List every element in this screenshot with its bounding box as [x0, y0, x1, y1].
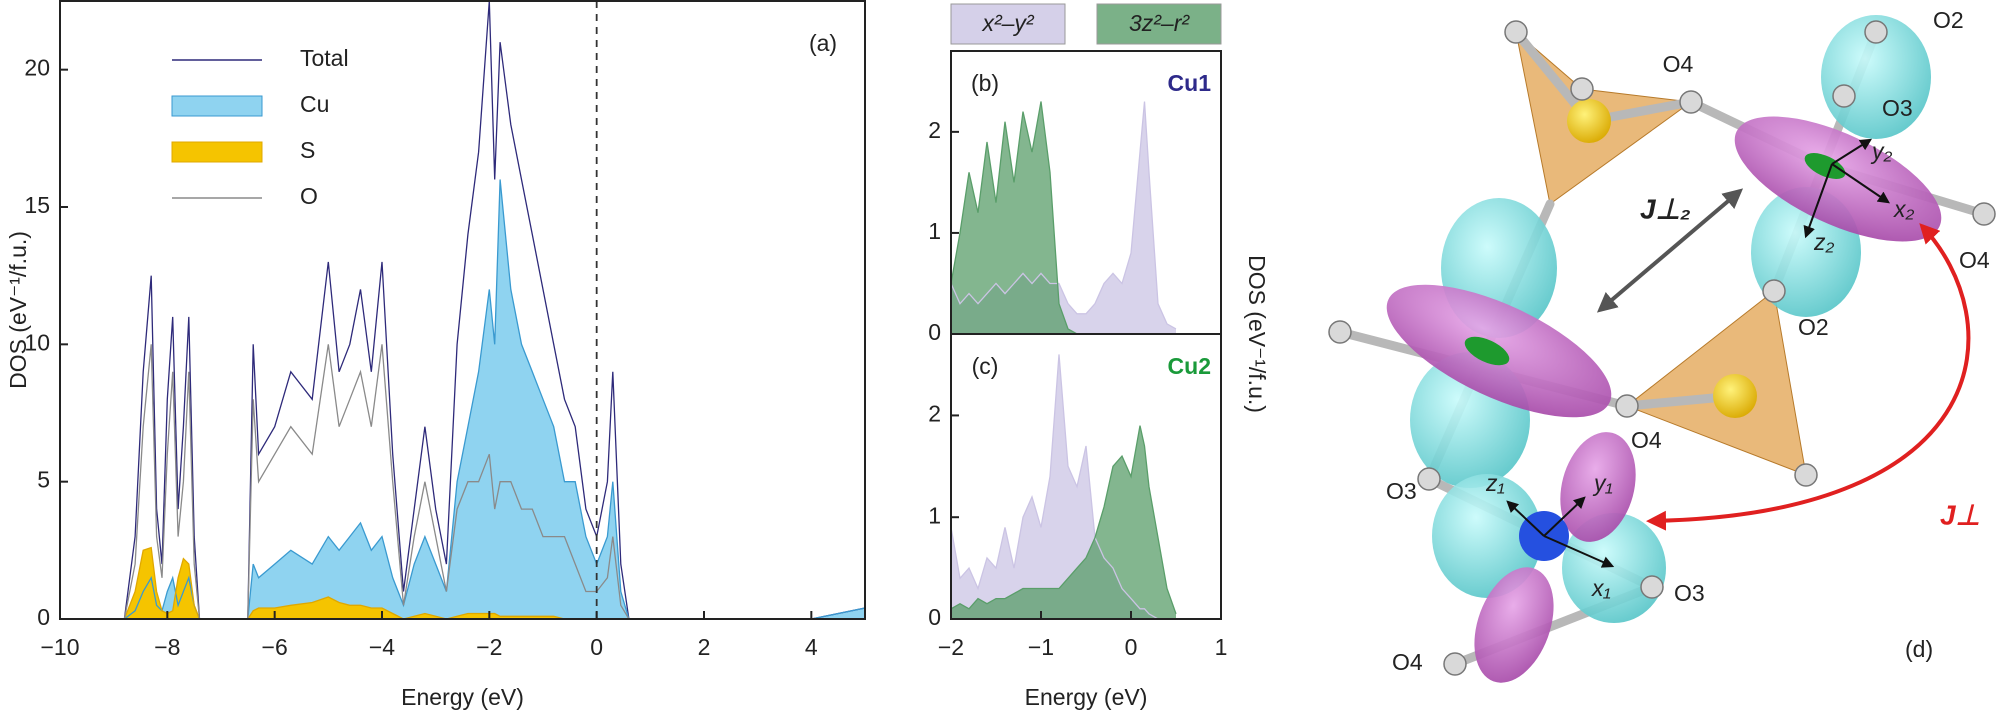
panel: 0 5 10 15 20 −10 −8 −6 −4 −2 0 2 4 Energy (eV) DOS (eV… [5, 0, 866, 710]
atom-label: O3 [1386, 478, 1417, 504]
y-tick-label: 0 [928, 319, 941, 345]
x-tick-label: −2 [938, 634, 964, 660]
y-tick-label: 5 [37, 467, 50, 493]
y-tick-label: 20 [24, 55, 50, 81]
atom-label: O3 [1674, 580, 1705, 606]
x-axis-label: Energy (eV) [401, 684, 524, 710]
coupling-label: J⊥ [1940, 499, 1980, 530]
atom-label: O4 [1663, 51, 1694, 77]
axis-label: x₂ [1893, 196, 1915, 222]
cu-atom [1464, 336, 1510, 366]
coupling-label: J⊥₂ [1640, 193, 1691, 224]
crystal-diagram: O2 O4 O3 O4 O2 O4 O3 O3 O4 (d) J⊥₂ J⊥ y₂… [1328, 7, 1996, 683]
plot-frame [950, 333, 1222, 620]
x-tick-label: 1 [1215, 634, 1228, 660]
x-tick-label: 0 [590, 634, 603, 660]
panel-label: (d) [1905, 636, 1933, 662]
axis-label: z₁ [1485, 470, 1505, 496]
legend-swatch [171, 95, 263, 117]
x-tick-label: 4 [805, 634, 818, 660]
atom-label: O2 [1798, 314, 1829, 340]
y-axis-label: DOS (eV⁻¹/f.u.) [5, 231, 31, 389]
legend-swatch [171, 141, 263, 163]
dos-line [123, 344, 865, 620]
atom-label: O2 [1933, 7, 1964, 33]
x-axis-label: Energy (eV) [1025, 684, 1148, 710]
x-tick-label: −6 [262, 634, 288, 660]
y-tick-label: 15 [24, 192, 50, 218]
axis-label: y₁ [1592, 470, 1613, 496]
x-tick-label: −10 [40, 634, 79, 660]
y-tick-label: 0 [928, 604, 941, 630]
y-axis-label: DOS (eV⁻¹/f.u.) [1244, 255, 1270, 413]
area-fill [951, 101, 1176, 335]
legend-label: S [300, 137, 315, 163]
area-outline [950, 354, 1176, 620]
legend-label: O [300, 183, 318, 209]
cu-label: Cu2 [1168, 353, 1211, 379]
axis-label: y₂ [1870, 138, 1893, 164]
y-tick-label: 1 [928, 502, 941, 528]
y-tick-label: 1 [928, 218, 941, 244]
legend-label: x²–y² [981, 10, 1034, 36]
orbital-lobe [1821, 15, 1931, 139]
s-atom [1567, 99, 1611, 143]
area-outline [950, 101, 1177, 330]
legend-label: Total [300, 45, 349, 71]
orbital-lobe [1734, 116, 1942, 242]
panel-label: (b) [971, 70, 999, 96]
area-outline [950, 425, 1177, 615]
y-tick-label: 2 [928, 401, 941, 427]
legend-label: 3z²–r² [1129, 10, 1190, 36]
panel: 0 1 2 DOS (eV⁻¹/f.u.) (b) Cu1 x²–y² 3z²–r² [928, 3, 1270, 413]
area-outline [124, 179, 866, 620]
y-tick-label: 10 [24, 329, 50, 355]
legend-swatch [1096, 3, 1222, 45]
panel: 0 1 2 −2 −1 0 1 Energy (eV) (c) Cu2 [928, 333, 1228, 710]
area-fill [951, 354, 1176, 619]
orbital-lobe [1560, 432, 1636, 542]
coupling-arrow [1646, 223, 1971, 531]
axis-label: z₂ [1813, 229, 1835, 255]
panel-label: (a) [809, 30, 837, 56]
atom-label: O4 [1631, 427, 1662, 453]
y-tick-label: 0 [37, 604, 50, 630]
atom-label: O3 [1882, 95, 1913, 121]
axes-arrows [1506, 138, 1890, 568]
axis-label: x₁ [1591, 575, 1611, 601]
legend-swatch [950, 3, 1066, 45]
oxygen-atoms [1328, 20, 1996, 676]
panel-label: (c) [972, 353, 999, 379]
x-tick-label: 2 [698, 634, 711, 660]
s-atom [1713, 374, 1757, 418]
atom-label: O4 [1959, 247, 1990, 273]
dos-line [123, 0, 866, 620]
x-tick-label: −4 [369, 634, 395, 660]
area-fill [124, 179, 865, 620]
x-tick-label: −2 [476, 634, 502, 660]
area-fill [951, 425, 1176, 619]
legend-label: Cu [300, 91, 329, 117]
cu-label: Cu1 [1168, 70, 1212, 96]
x-tick-label: −8 [154, 634, 180, 660]
cu-atom [1804, 153, 1846, 179]
plot-frame [59, 0, 866, 620]
x-tick-label: −1 [1028, 634, 1054, 660]
y-tick-label: 2 [928, 117, 941, 143]
atom-label: O4 [1392, 649, 1423, 675]
x-tick-label: 0 [1125, 634, 1138, 660]
orbital-lobe [1474, 567, 1554, 683]
